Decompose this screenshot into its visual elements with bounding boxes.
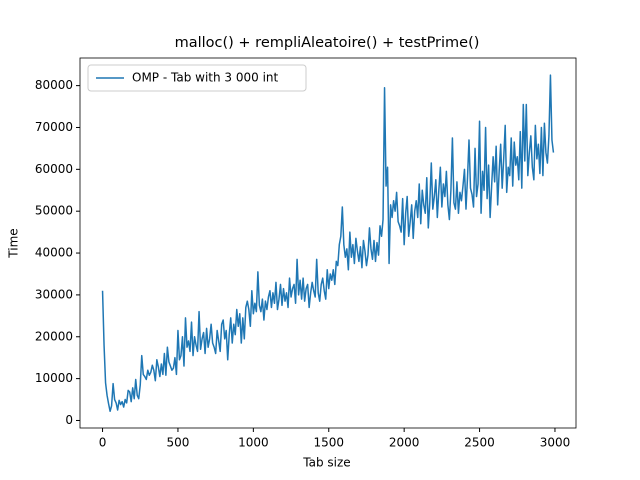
y-tick-label: 20000 (35, 329, 73, 343)
x-axis-label: Tab size (302, 456, 350, 470)
y-tick-label: 0 (65, 413, 73, 427)
y-tick-label: 30000 (35, 287, 73, 301)
y-axis-label: Time (7, 228, 21, 258)
x-tick-label: 0 (99, 436, 107, 450)
y-tick-label: 40000 (35, 246, 73, 260)
y-tick-label: 60000 (35, 162, 73, 176)
x-tick-label: 500 (166, 436, 189, 450)
y-tick-label: 70000 (35, 120, 73, 134)
x-tick-label: 1000 (238, 436, 269, 450)
y-tick-label: 10000 (35, 371, 73, 385)
x-tick-label: 3000 (540, 436, 571, 450)
legend-box (87, 64, 307, 92)
y-tick-label: 80000 (35, 78, 73, 92)
plot-frame (79, 57, 577, 429)
x-tick-label: 2000 (389, 436, 420, 450)
chart-title: malloc() + rempliAleatoire() + testPrime… (175, 35, 480, 51)
y-tick-label: 50000 (35, 204, 73, 218)
legend-label: OMP - Tab with 3 000 int (132, 71, 279, 85)
data-line (101, 74, 555, 413)
x-tick-label: 2500 (464, 436, 495, 450)
x-tick-label: 1500 (313, 436, 344, 450)
